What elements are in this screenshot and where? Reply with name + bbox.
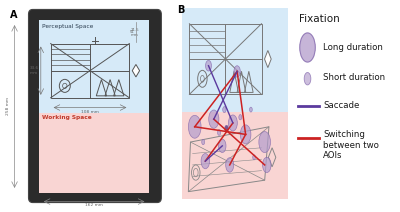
- Text: 33.6
mm: 33.6 mm: [30, 66, 39, 75]
- Text: B: B: [177, 5, 184, 15]
- Circle shape: [209, 110, 219, 128]
- FancyBboxPatch shape: [28, 10, 161, 202]
- Text: Switching
between two
AOIs: Switching between two AOIs: [323, 130, 379, 160]
- Circle shape: [202, 139, 205, 145]
- Circle shape: [218, 139, 226, 153]
- Circle shape: [226, 158, 234, 172]
- Text: A: A: [10, 10, 17, 20]
- Circle shape: [201, 153, 210, 169]
- Circle shape: [250, 107, 252, 112]
- Bar: [182, 112, 288, 199]
- Bar: [39, 20, 149, 113]
- Circle shape: [225, 125, 228, 132]
- Circle shape: [259, 131, 270, 153]
- Circle shape: [253, 155, 256, 160]
- Bar: [39, 20, 149, 193]
- Polygon shape: [264, 50, 271, 68]
- Text: Short duration: Short duration: [323, 73, 385, 82]
- Bar: [182, 8, 288, 112]
- Circle shape: [240, 125, 251, 144]
- Bar: [190, 24, 262, 94]
- Polygon shape: [132, 64, 140, 77]
- Circle shape: [234, 66, 240, 77]
- Text: Working Space: Working Space: [42, 115, 92, 120]
- Circle shape: [188, 115, 201, 138]
- Text: Long duration: Long duration: [323, 43, 383, 52]
- Bar: [51, 44, 129, 98]
- Circle shape: [239, 114, 242, 120]
- Circle shape: [228, 115, 237, 131]
- Text: Perceptual Space: Perceptual Space: [42, 24, 94, 29]
- Bar: [39, 113, 149, 193]
- Circle shape: [206, 60, 212, 71]
- Circle shape: [223, 107, 226, 113]
- Text: 162 mm: 162 mm: [85, 202, 103, 206]
- Circle shape: [262, 157, 271, 173]
- Text: Fixation: Fixation: [299, 14, 340, 24]
- Text: Saccade: Saccade: [323, 102, 360, 110]
- Circle shape: [304, 73, 311, 85]
- Text: 51: 51: [130, 30, 135, 34]
- Text: 258 mm: 258 mm: [6, 98, 10, 116]
- Circle shape: [300, 33, 315, 62]
- Text: 108 mm: 108 mm: [81, 110, 99, 114]
- Circle shape: [218, 130, 221, 135]
- Text: 21.5
mm: 21.5 mm: [131, 28, 140, 37]
